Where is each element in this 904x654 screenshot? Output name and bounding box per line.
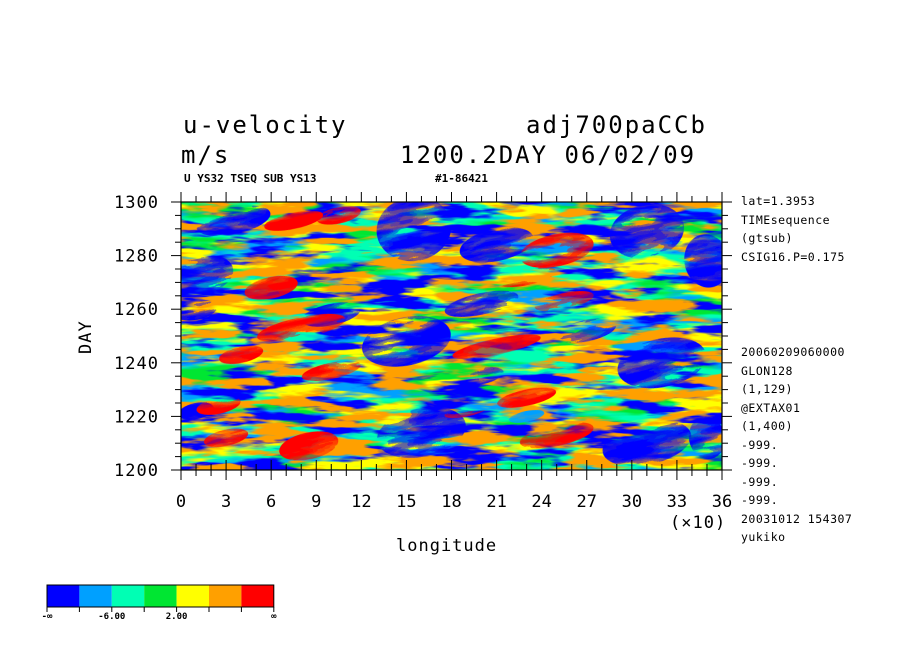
y-tick-label: 1200 — [114, 461, 159, 481]
y-tick-label: 1240 — [114, 354, 159, 374]
x-tick-label: 27 — [577, 492, 597, 512]
x-tick-label: 36 — [712, 492, 732, 512]
y-tick-label: 1300 — [114, 193, 159, 213]
heatmap-patch — [617, 337, 707, 389]
x-tick-label: 6 — [266, 492, 276, 512]
heatmap-patch — [377, 407, 466, 458]
units-label: m/s — [181, 141, 231, 169]
subtitle-right: #1-86421 — [435, 172, 488, 185]
side-info-line: (gtsub) — [741, 231, 793, 245]
side-info-line: -999. — [741, 456, 779, 470]
side-info-line: TIMEsequence — [741, 212, 831, 227]
heatmap-patch — [362, 315, 451, 367]
heatmap-patch — [452, 334, 541, 359]
heatmap-patch — [196, 205, 271, 237]
heatmap-patch — [444, 404, 489, 419]
colorbar-frame — [46, 584, 275, 608]
heatmap-patch — [519, 422, 594, 449]
heatmap-patch — [181, 254, 234, 294]
side-info-line: yukiko — [741, 530, 786, 544]
x-tick-label: 33 — [667, 492, 687, 512]
y-tick-label: 1220 — [114, 407, 159, 427]
variable-title: u-velocity — [183, 111, 348, 139]
heatmap-patch — [244, 275, 298, 300]
side-info-line: (1,400) — [741, 419, 793, 433]
colorbar-swatch — [111, 585, 145, 607]
y-tick-label: 1280 — [114, 247, 159, 267]
heatmap-patch — [534, 291, 594, 312]
x-tick-label: 12 — [351, 492, 371, 512]
side-info-line: CSIG16.P=0.175 — [741, 249, 845, 264]
time-stamp: 1200.2DAY 06/02/09 — [400, 141, 697, 169]
heatmap-patch — [609, 204, 685, 259]
x-tick-label: 18 — [441, 492, 461, 512]
side-info-line: lat=1.3953 — [741, 194, 816, 208]
heatmap-patch — [459, 227, 534, 263]
x-tick-label: 15 — [396, 492, 416, 512]
heatmap-patch — [279, 431, 339, 461]
side-info-line: (1,129) — [741, 382, 793, 396]
y-tick-label: 1260 — [114, 300, 159, 320]
heatmap-patch — [497, 387, 557, 408]
heatmap-patch — [497, 266, 557, 288]
colorbar-swatch — [241, 585, 274, 607]
x-tick-label: 30 — [622, 492, 642, 512]
colorbar-label: -6.00 — [98, 612, 125, 622]
side-info-line: -999. — [741, 437, 779, 452]
experiment-title: adj700paCCb — [526, 111, 707, 139]
heatmap-patch — [508, 409, 545, 423]
subtitle-left: U YS32 TSEQ SUB YS13 — [184, 172, 317, 185]
heatmap-patch — [684, 234, 722, 288]
heatmap-patch — [181, 297, 219, 321]
side-info-line: GLON128 — [741, 363, 793, 378]
x-tick-label: 3 — [221, 492, 231, 512]
x-axis-label: longitude — [396, 536, 498, 556]
heatmap-patch — [301, 360, 361, 381]
x-tick-label: 24 — [531, 492, 551, 512]
colorbar-label: -∞ — [42, 612, 53, 622]
heatmap-patch — [602, 420, 692, 467]
heatmap-patch — [688, 416, 722, 460]
heatmap-patch — [196, 396, 241, 415]
x-tick-label: 0 — [176, 492, 186, 512]
heatmap-patch — [444, 290, 519, 317]
side-info-line: @EXTAX01 — [741, 400, 801, 415]
colorbar-swatch — [209, 585, 242, 607]
x-tick-label: 21 — [486, 492, 506, 512]
colorbar-swatch — [144, 585, 177, 607]
heatmap-patch — [557, 318, 617, 343]
y-axis-label: DAY — [76, 320, 96, 354]
x-tick-label: 9 — [311, 492, 321, 512]
heatmap-patch — [257, 313, 346, 343]
colorbar-label: ∞ — [271, 612, 277, 622]
colorbar-label: 2.00 — [166, 612, 188, 622]
side-info-line: 20031012 154307 — [741, 511, 853, 526]
side-info-line: 20060209060000 — [741, 345, 845, 359]
side-info-line: -999. — [741, 474, 779, 489]
heatmap-patch — [519, 232, 594, 268]
colorbar-swatch — [47, 585, 80, 607]
heatmap-patch — [218, 345, 264, 364]
colorbar-swatch — [79, 585, 112, 607]
heatmap-patch — [264, 210, 324, 231]
x-multiplier: (×10) — [670, 513, 727, 533]
colorbar-swatch — [176, 585, 209, 607]
heatmap-patch — [376, 202, 452, 262]
heatmap-patch — [459, 367, 504, 386]
heatmap-patch — [316, 206, 361, 225]
side-info-line: -999. — [741, 493, 779, 507]
heatmap-patch — [203, 428, 249, 447]
